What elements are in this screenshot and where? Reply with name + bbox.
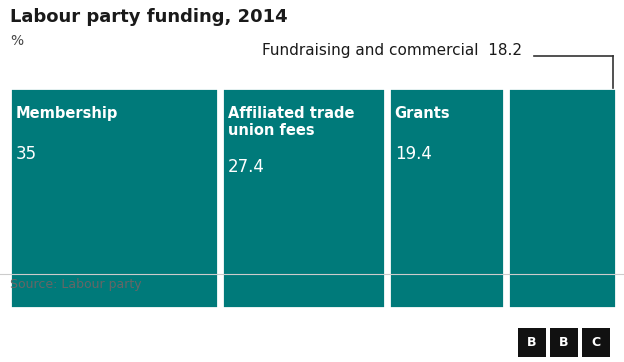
Text: Labour party funding, 2014: Labour party funding, 2014: [10, 8, 288, 26]
Text: Membership: Membership: [16, 106, 119, 121]
Text: B: B: [559, 336, 568, 349]
Text: Source: Labour party: Source: Labour party: [10, 278, 142, 291]
Text: B: B: [527, 336, 537, 349]
Bar: [222, 88, 384, 308]
Bar: [518, 328, 546, 357]
Text: 35: 35: [16, 145, 37, 163]
Text: 27.4: 27.4: [228, 159, 265, 176]
Text: C: C: [591, 336, 600, 349]
Text: Affiliated trade
union fees: Affiliated trade union fees: [228, 106, 354, 138]
Text: Fundraising and commercial  18.2: Fundraising and commercial 18.2: [262, 43, 522, 58]
Bar: [508, 88, 616, 308]
Text: 19.4: 19.4: [395, 145, 432, 163]
Bar: [10, 88, 218, 308]
Text: Grants: Grants: [395, 106, 451, 121]
Bar: [582, 328, 610, 357]
Bar: [389, 88, 504, 308]
Bar: [550, 328, 578, 357]
Text: %: %: [10, 34, 23, 48]
